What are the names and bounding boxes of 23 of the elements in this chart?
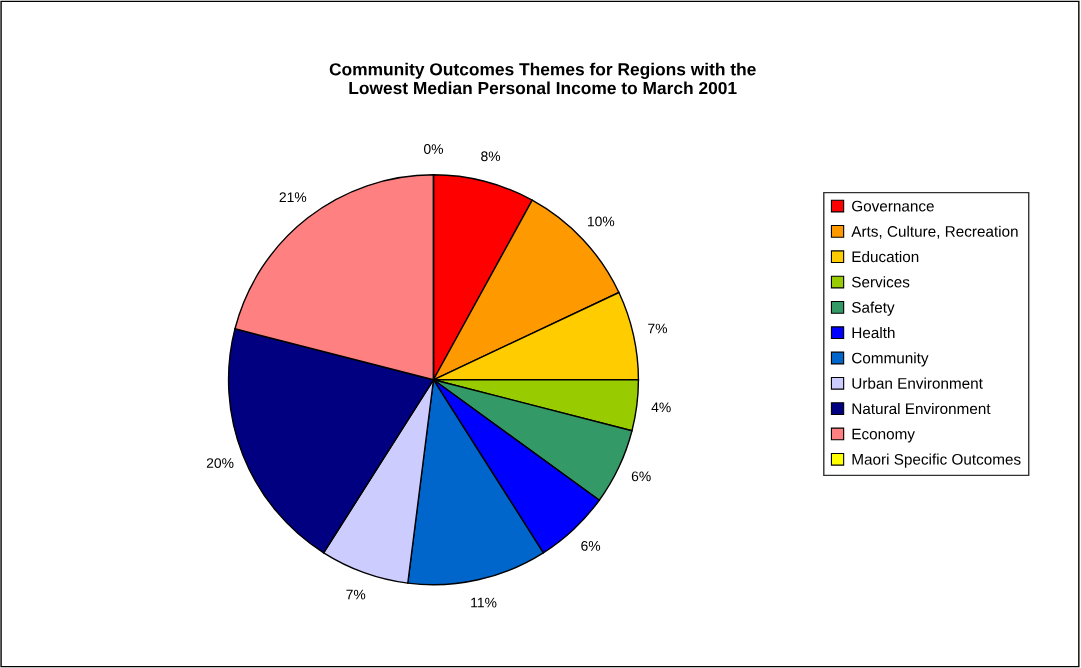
data-label: 7% (346, 589, 366, 600)
legend-label: Safety (851, 301, 895, 316)
data-label: 6% (631, 471, 651, 482)
text: 0% (423, 144, 444, 154)
legend-label: Arts, Culture, Recreation (851, 225, 1018, 239)
legend-label: Economy (852, 428, 915, 443)
data-label: 8% (481, 151, 501, 162)
legend-label: Services (851, 276, 910, 288)
legend-label: Community (852, 352, 929, 367)
data-label: 21% (279, 192, 307, 203)
data-label: 10% (587, 216, 615, 227)
data-label: 11% (471, 597, 497, 608)
legend-label: Maori Specific Outcomes (852, 453, 1021, 468)
data-label: 7% (648, 323, 668, 334)
data-label: 6% (581, 540, 601, 551)
data-label: 20% (206, 458, 234, 468)
legend-label: Urban Environment (852, 377, 983, 389)
data-label: 4% (651, 402, 671, 413)
legend-label: Education (852, 250, 919, 263)
legend-label: Health (852, 326, 895, 339)
legend-label: Natural Environment (852, 402, 991, 415)
chart-title: Community Outcomes Themes for Regions with the Lowest Median Personal Income to March 2001 (329, 62, 756, 95)
legend-label: Governance (852, 200, 934, 212)
